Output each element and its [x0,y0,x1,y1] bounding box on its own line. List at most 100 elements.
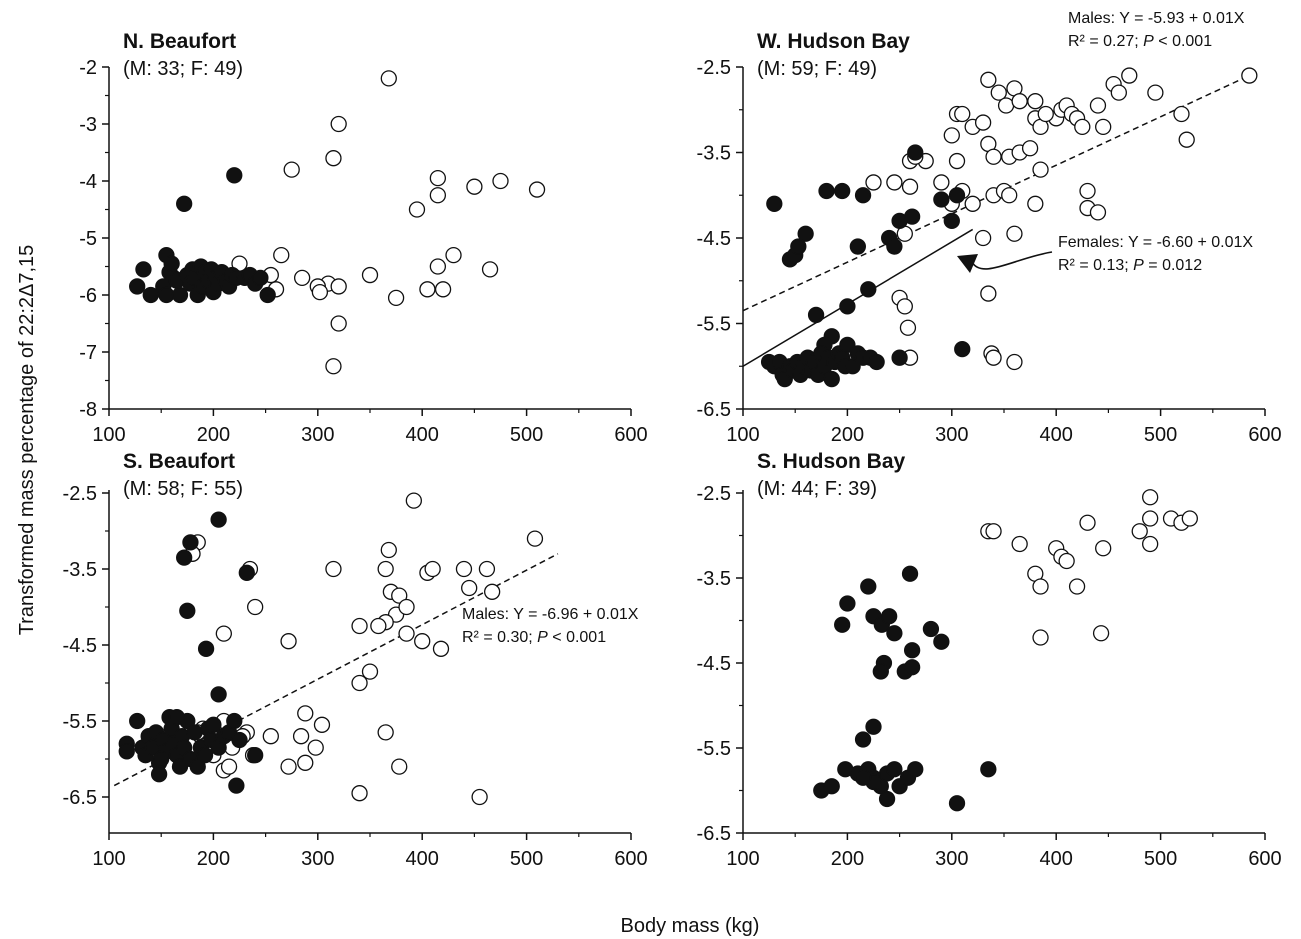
open-data-point [865,174,882,191]
open-data-point [1092,625,1110,642]
filled-data-point [839,595,856,612]
panel-s-beaufort: S. Beaufort (M: 58; F: 55) Males: Y = -6… [123,450,639,646]
open-data-point [896,298,913,315]
x-tick-label: 500 [510,848,543,870]
females-regression-equation: Females: Y = -6.60 + 0.01X [1058,234,1253,251]
filled-data-point [129,278,146,295]
x-tick-label: 300 [935,424,968,446]
open-data-point [1095,118,1112,135]
open-data-point [954,105,971,123]
annotation-arrow-line [971,251,1053,270]
open-data-point [1089,204,1107,221]
x-tick-label: 100 [726,848,759,870]
filled-data-point [153,750,170,768]
y-axis-label: Transformed mass percentage of 22:2Δ7,15 [16,245,38,636]
filled-data-point [823,370,840,388]
open-data-point [526,530,544,547]
panel-subtitle: (M: 33; F: 49) [123,58,243,80]
filled-data-point [158,286,175,304]
open-data-point [997,97,1015,114]
filled-data-point [189,758,206,775]
open-data-point [466,178,483,195]
open-data-point [1147,84,1164,101]
y-tick-label: -2 [79,57,97,79]
panel-2-plot: -2.5 -3.5 -4.5 -5.5 -6.5 100 200 300 400 500 600 [63,483,648,870]
filled-data-point [886,761,903,778]
x-tick-label: 600 [1248,424,1281,446]
annotation-arrowhead [957,254,978,273]
open-data-point [311,283,329,301]
filled-data-point [129,712,146,730]
filled-data-point [834,616,851,633]
filled-data-point [854,731,872,748]
y-tick-label: -2.5 [697,57,731,79]
filled-data-point [247,747,264,764]
open-data-point [1011,93,1028,110]
filled-data-point [142,286,159,304]
y-tick-label: -3.5 [697,568,731,590]
open-data-point [292,728,310,745]
x-tick-label: 300 [935,848,968,870]
filled-data-point [901,565,919,582]
filled-data-point [834,182,851,200]
filled-data-point [135,261,152,278]
filled-data-point [790,238,807,255]
filled-data-point [238,564,255,581]
open-data-point [1032,578,1049,595]
open-data-point [424,560,441,578]
panel-title: N. Beaufort [123,30,236,53]
y-tick-label: -8 [79,399,97,421]
x-tick-label: 600 [1248,848,1281,870]
filled-data-point [922,620,940,638]
open-data-point [985,523,1002,540]
y-tick-label: -6.5 [697,823,731,845]
filled-data-point [849,238,866,255]
open-data-point [387,289,405,307]
open-data-point [351,617,368,635]
open-data-point [434,281,452,298]
filled-data-point [868,353,885,371]
open-data-point [1011,535,1028,553]
filled-data-point [797,225,814,242]
filled-data-point [228,777,245,794]
open-data-point [1178,131,1195,148]
filled-data-point [179,602,196,619]
open-data-point [297,754,314,771]
open-data-point [293,269,311,287]
open-data-point [429,169,447,187]
open-data-point [445,246,462,264]
open-data-point [220,758,238,775]
open-data-point [297,705,314,722]
open-data-point [307,739,324,756]
y-tick-label: -4 [79,171,97,193]
open-data-point [1068,578,1086,595]
open-data-point [215,625,232,642]
x-tick-label: 300 [301,424,334,446]
x-tick-label: 500 [510,424,543,446]
filled-data-point [980,761,997,778]
open-data-point [262,728,279,745]
panel-title: W. Hudson Bay [757,30,910,53]
filled-data-point [252,269,269,287]
filled-data-point [163,255,180,272]
open-data-point [1027,93,1044,110]
filled-data-point [881,608,898,625]
filled-data-point [196,747,214,764]
filled-data-point [948,187,966,204]
open-data-point [405,492,422,509]
y-tick-label: -2.5 [63,483,97,505]
x-tick-label: 400 [1040,848,1073,870]
open-data-point [380,541,397,559]
panel-s-hudson-bay: S. Hudson Bay (M: 44; F: 39) [757,450,906,500]
males-regression-equation: Males: Y = -6.96 + 0.01X [462,606,639,623]
filled-data-point [903,659,921,676]
females-regression-stats: R² = 0.13; P = 0.012 [1058,257,1202,274]
open-data-point [455,560,473,578]
filled-data-point [943,212,960,230]
open-data-point [1142,489,1159,506]
y-tick-label: -5.5 [697,738,731,760]
open-data-point [1142,535,1159,553]
y-tick-label: -7 [79,342,97,364]
y-tick-label: -3 [79,114,97,136]
filled-data-point [903,642,921,659]
